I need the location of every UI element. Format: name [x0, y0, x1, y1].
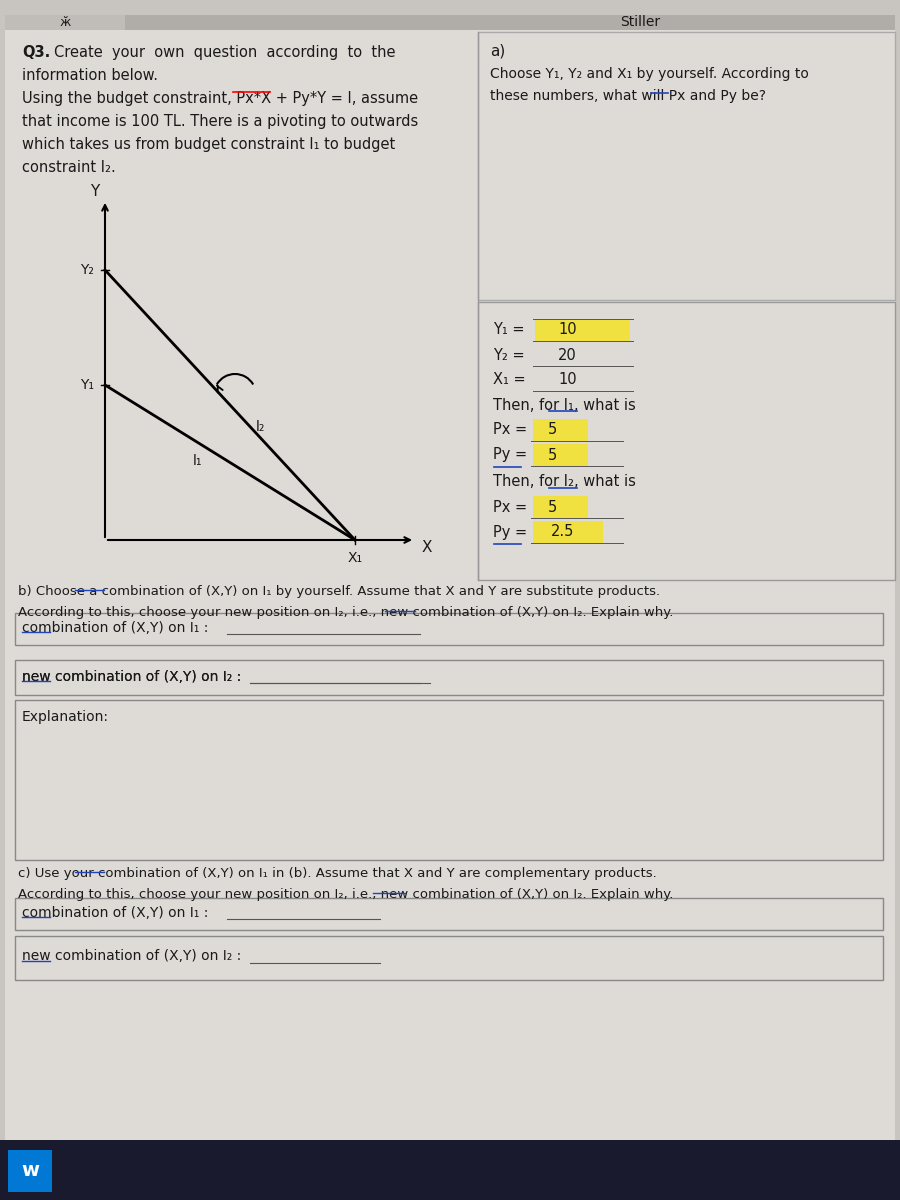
Text: Q3.: Q3.	[22, 44, 50, 60]
Bar	[0, 1140, 900, 1200]
Bar	[533, 521, 603, 542]
Text: Then, for I₂, what is: Then, for I₂, what is	[493, 474, 636, 490]
Text: Y₂ =: Y₂ =	[493, 348, 525, 362]
Text: X₁: X₁	[347, 551, 363, 565]
Text: Then, for I₁, what is: Then, for I₁, what is	[493, 397, 635, 413]
Text: Explanation:: Explanation:	[22, 710, 109, 724]
Bar	[8, 1150, 52, 1192]
Text: which takes us from budget constraint I₁ to budget: which takes us from budget constraint I₁…	[22, 137, 395, 152]
Text: According to this, choose your new position on I₂, i.e., new combination of (X,Y: According to this, choose your new posit…	[18, 606, 673, 619]
Text: constraint I₂.: constraint I₂.	[22, 160, 116, 175]
Bar	[15, 660, 883, 695]
Bar	[15, 936, 883, 980]
Text: Stiller: Stiller	[620, 14, 660, 29]
Text: combination of (X,Y) on I₁ :: combination of (X,Y) on I₁ :	[22, 622, 209, 635]
Bar	[478, 302, 895, 580]
Text: 2.5: 2.5	[551, 524, 574, 540]
Text: w: w	[21, 1162, 39, 1181]
Bar	[533, 444, 588, 466]
Text: Create  your  own  question  according  to  the: Create your own question according to th…	[54, 44, 395, 60]
Text: a): a)	[490, 44, 505, 59]
Text: 10: 10	[558, 372, 577, 388]
Text: new combination of (X,Y) on I₂ :: new combination of (X,Y) on I₂ :	[22, 670, 241, 684]
Text: 10: 10	[558, 323, 577, 337]
Bar	[15, 700, 883, 860]
Text: 5: 5	[548, 448, 557, 462]
Text: 5: 5	[548, 499, 557, 515]
Text: Px =: Px =	[493, 422, 527, 438]
Text: X₁ =: X₁ =	[493, 372, 526, 388]
Text: c) Use your combination of (X,Y) on I₁ in (b). Assume that X and Y are complemen: c) Use your combination of (X,Y) on I₁ i…	[18, 866, 657, 880]
Bar	[478, 32, 895, 300]
Text: ӂ: ӂ	[59, 16, 70, 29]
Bar	[533, 496, 588, 518]
Bar	[15, 898, 883, 930]
Text: that income is 100 TL. There is a pivoting to outwards: that income is 100 TL. There is a pivoti…	[22, 114, 418, 128]
Text: Choose Y₁, Y₂ and X₁ by yourself. According to: Choose Y₁, Y₂ and X₁ by yourself. Accord…	[490, 67, 809, 80]
Bar	[5, 14, 895, 30]
Bar	[5, 14, 125, 30]
Text: information below.: information below.	[22, 68, 158, 83]
Text: new combination of (X,Y) on I₂ :: new combination of (X,Y) on I₂ :	[22, 949, 241, 962]
Text: Y₂: Y₂	[80, 263, 94, 277]
Text: 20: 20	[558, 348, 577, 362]
Text: Y₁ =: Y₁ =	[493, 323, 525, 337]
Bar	[15, 613, 883, 646]
Text: b) Choose a combination of (X,Y) on I₁ by yourself. Assume that X and Y are subs: b) Choose a combination of (X,Y) on I₁ b…	[18, 584, 660, 598]
Text: Y₁: Y₁	[80, 378, 94, 392]
Text: combination of (X,Y) on I₁ :: combination of (X,Y) on I₁ :	[22, 906, 209, 920]
Text: l₂: l₂	[256, 420, 266, 434]
Text: l₁: l₁	[193, 455, 202, 468]
Text: Py =: Py =	[493, 448, 527, 462]
Text: According to this, choose your new position on I₂, i.e., new combination of (X,Y: According to this, choose your new posit…	[18, 888, 673, 901]
Bar	[535, 319, 630, 341]
Bar	[533, 419, 588, 440]
Text: new combination of (X,Y) on I₂ :: new combination of (X,Y) on I₂ :	[22, 670, 241, 684]
Text: Py =: Py =	[493, 524, 527, 540]
Text: Y: Y	[90, 185, 100, 199]
Text: Using the budget constraint, Px*X + Py*Y = I, assume: Using the budget constraint, Px*X + Py*Y…	[22, 91, 418, 106]
Text: 5: 5	[548, 422, 557, 438]
Text: X: X	[422, 540, 432, 556]
Text: Px =: Px =	[493, 499, 527, 515]
Text: these numbers, what will Px and Py be?: these numbers, what will Px and Py be?	[490, 89, 766, 103]
